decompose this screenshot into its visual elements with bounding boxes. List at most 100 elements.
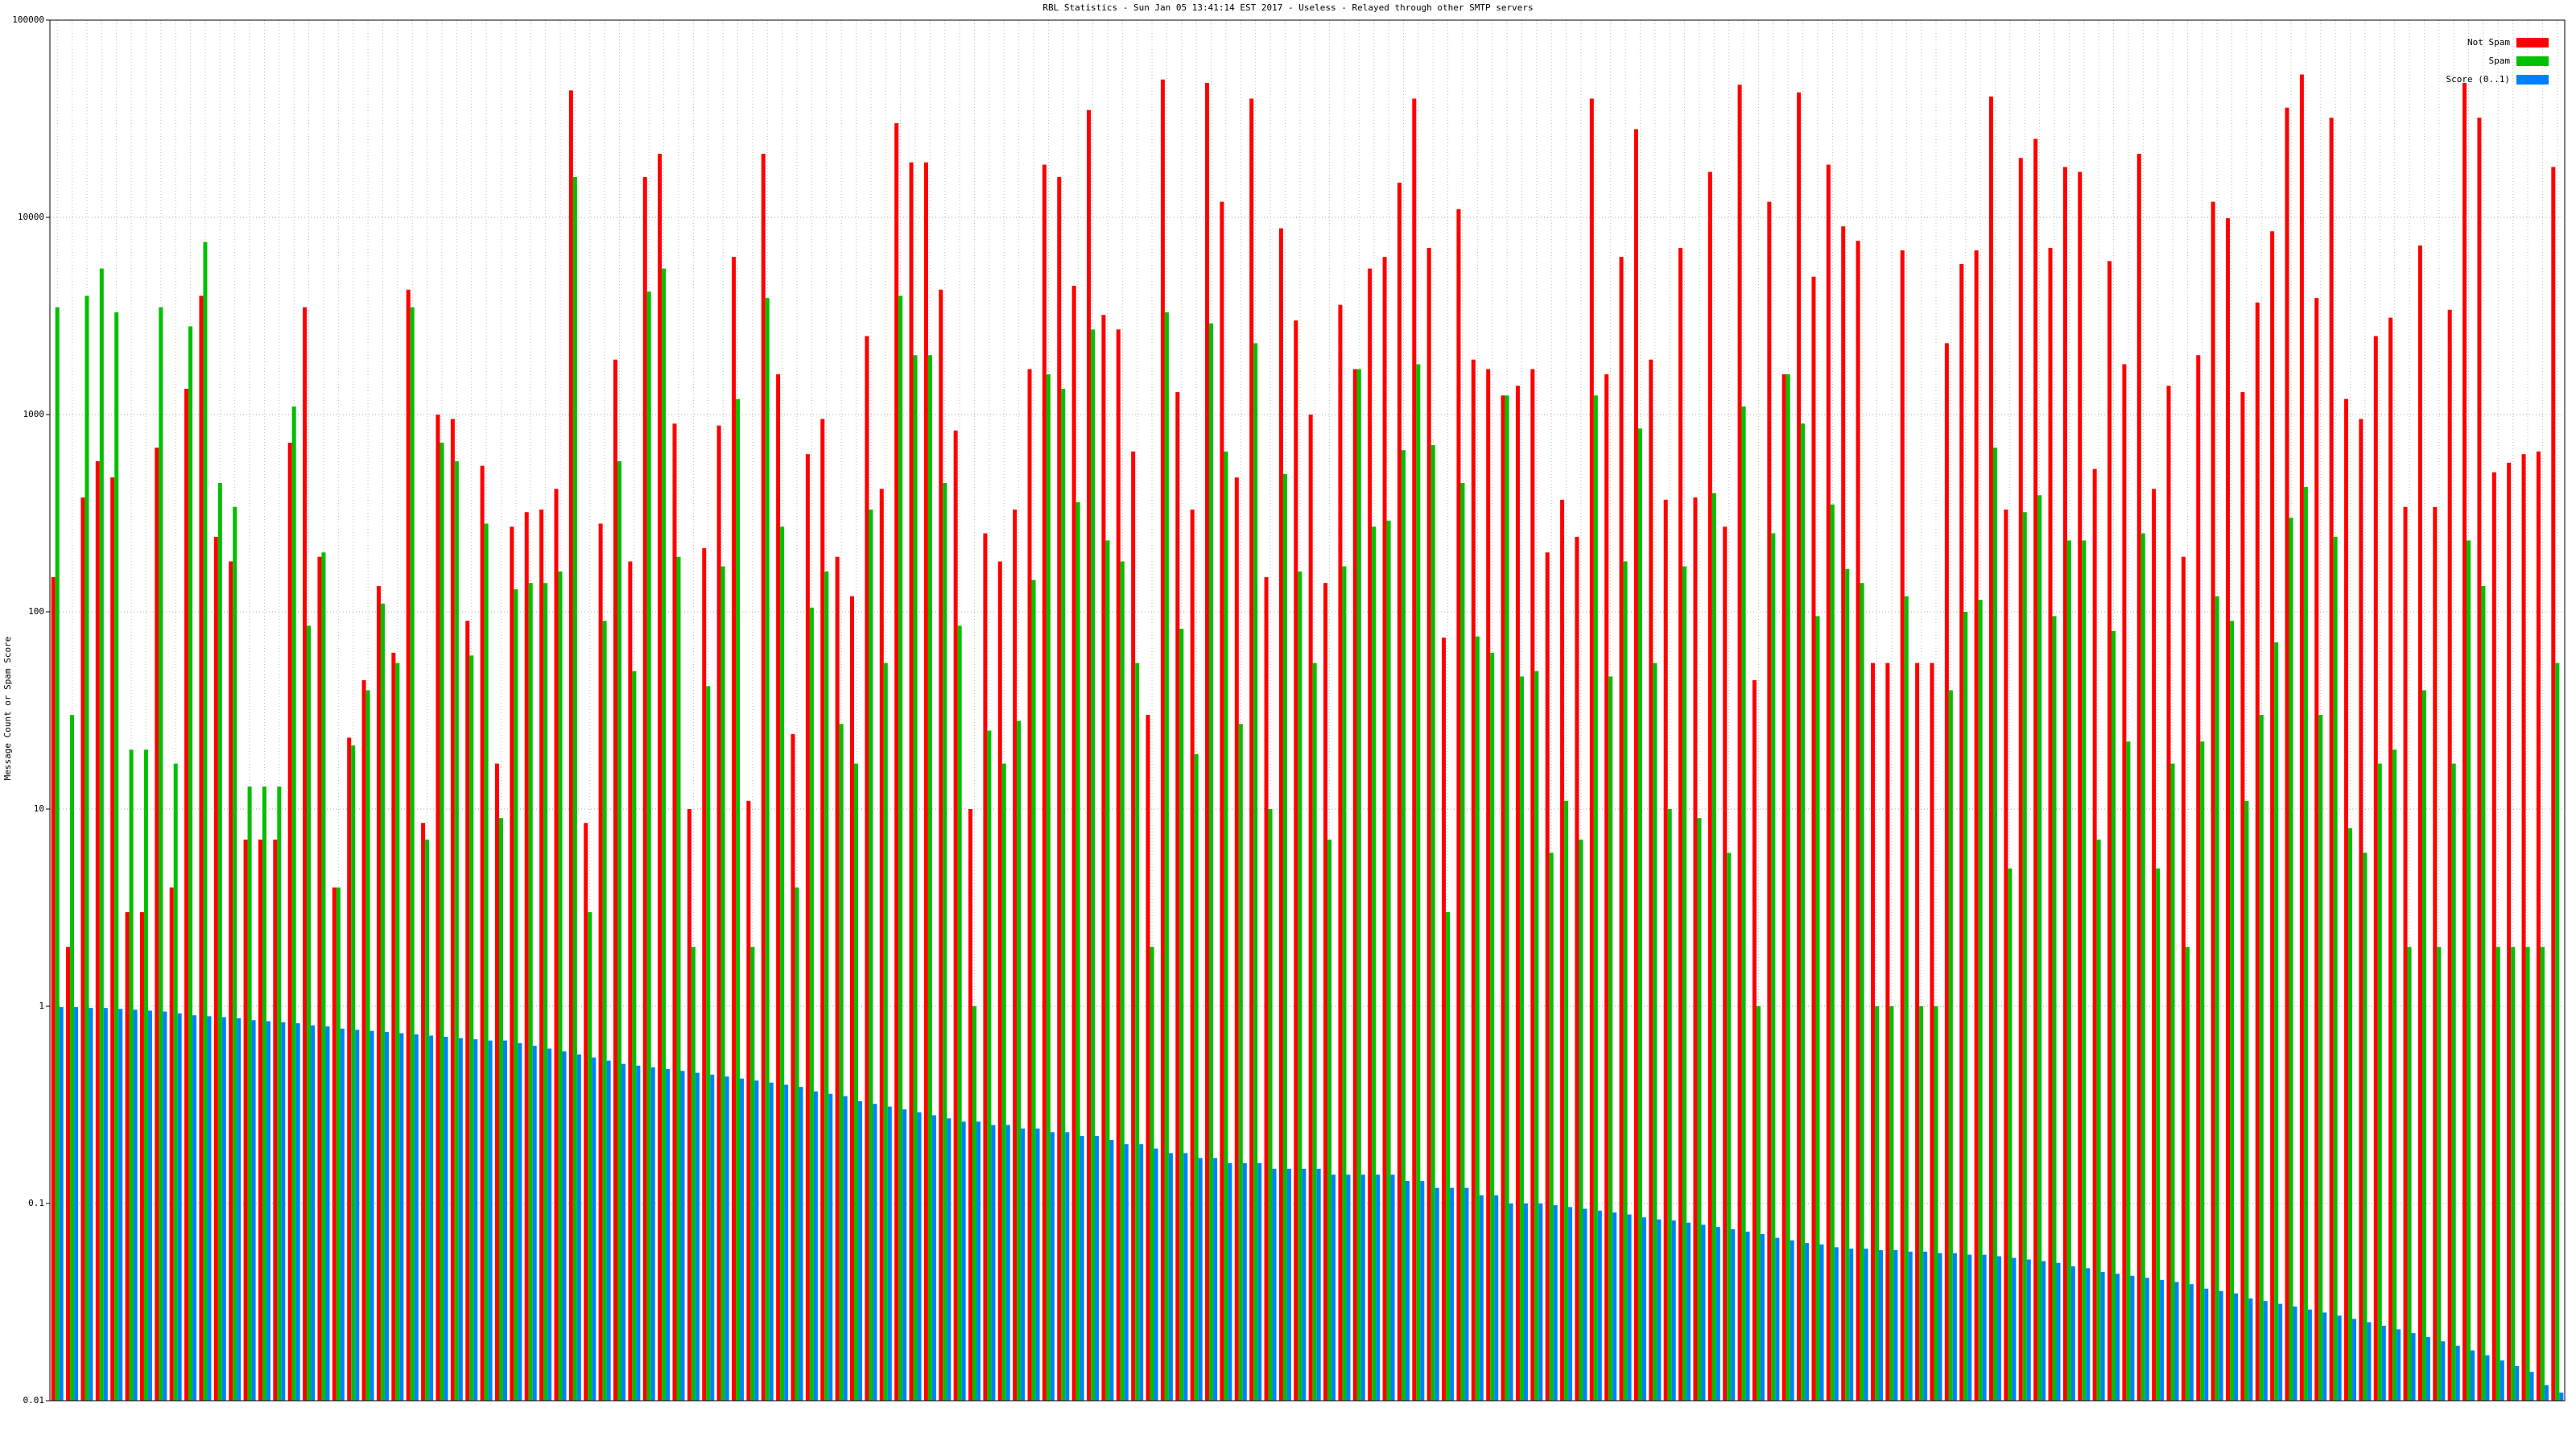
- bar: [613, 359, 617, 1402]
- bar: [1923, 1251, 1928, 1401]
- bar: [391, 652, 396, 1401]
- bar: [414, 1034, 419, 1401]
- bar: [947, 1118, 952, 1401]
- bar: [2211, 201, 2215, 1402]
- bar: [1426, 247, 1431, 1402]
- bar: [336, 887, 341, 1401]
- bar: [2185, 947, 2190, 1401]
- bar: [2411, 1333, 2416, 1401]
- bar: [2289, 518, 2293, 1402]
- legend-swatch: [2516, 75, 2549, 85]
- bar: [1360, 1174, 1365, 1401]
- bar: [1959, 263, 1964, 1401]
- bar: [2425, 1337, 2430, 1401]
- bar: [2481, 586, 2486, 1401]
- bar: [805, 454, 810, 1401]
- bar: [2396, 1329, 2401, 1401]
- bar: [251, 1020, 256, 1401]
- bar: [820, 419, 825, 1401]
- bar: [1405, 1181, 1410, 1401]
- bar: [2056, 1262, 2061, 1401]
- bar: [2130, 1275, 2135, 1401]
- bar: [761, 154, 766, 1401]
- bar: [1486, 369, 1491, 1401]
- bar: [746, 800, 751, 1401]
- bar: [473, 1039, 478, 1401]
- bar: [1475, 636, 1480, 1401]
- bar: [80, 497, 85, 1401]
- bar: [295, 1023, 300, 1401]
- bar: [1494, 1195, 1499, 1401]
- bar: [2126, 741, 2131, 1401]
- bar: [1930, 663, 1934, 1401]
- bar: [1885, 663, 1890, 1401]
- bar: [1815, 616, 1820, 1401]
- bar: [2441, 1341, 2446, 1401]
- bar: [2377, 763, 2382, 1401]
- bar: [1175, 392, 1180, 1402]
- bar: [1874, 1006, 1879, 1401]
- bar: [2263, 1301, 2268, 1401]
- bar: [1952, 1253, 1957, 1401]
- bar: [347, 737, 352, 1401]
- bar: [1352, 369, 1357, 1401]
- bar: [687, 809, 691, 1401]
- bar: [484, 523, 489, 1401]
- bar: [680, 1071, 685, 1401]
- bar: [1302, 1168, 1307, 1401]
- bar: [1900, 250, 1905, 1402]
- bar: [795, 887, 799, 1401]
- bar: [776, 374, 781, 1401]
- bar: [1604, 374, 1609, 1401]
- bar: [2145, 1278, 2149, 1401]
- bar: [2314, 298, 2319, 1401]
- bar: [1312, 663, 1317, 1401]
- bar: [213, 536, 218, 1401]
- bar: [1889, 1006, 1894, 1401]
- bar: [2318, 715, 2323, 1401]
- bar: [488, 1040, 493, 1401]
- bar: [2381, 1325, 2386, 1401]
- bar: [524, 512, 529, 1401]
- bar: [2112, 630, 2116, 1401]
- bar: [1460, 482, 1465, 1402]
- bar: [894, 123, 899, 1402]
- bar: [2551, 167, 2556, 1401]
- bar: [1442, 638, 1447, 1401]
- bar: [410, 307, 415, 1401]
- bar: [1711, 493, 1716, 1401]
- bar: [2048, 247, 2053, 1402]
- bar: [850, 596, 855, 1401]
- bar: [2230, 621, 2235, 1401]
- bar: [828, 1093, 833, 1401]
- bar: [2041, 1261, 2046, 1401]
- chart-title: RBL Statistics - Sun Jan 05 13:41:14 EST…: [1042, 2, 1533, 13]
- bar: [1057, 176, 1062, 1401]
- bar: [1908, 1251, 1913, 1401]
- bar: [572, 176, 577, 1401]
- bar: [188, 326, 193, 1401]
- bar: [1209, 323, 1214, 1401]
- bar: [114, 312, 119, 1401]
- bar: [2529, 1372, 2534, 1401]
- bar: [1538, 1203, 1543, 1401]
- bar: [1967, 1254, 1972, 1401]
- bar: [987, 730, 992, 1401]
- bar: [2012, 1257, 2017, 1401]
- bar: [2170, 763, 2175, 1401]
- bar: [2240, 392, 2245, 1402]
- bar: [1479, 1195, 1484, 1401]
- bar: [221, 1017, 226, 1401]
- bar: [203, 242, 208, 1401]
- bar: [2367, 1322, 2372, 1401]
- bar: [658, 154, 663, 1401]
- bar: [1490, 652, 1495, 1401]
- bar: [2307, 1309, 2312, 1401]
- bar: [1116, 329, 1121, 1401]
- bar: [1878, 1249, 1883, 1401]
- bar: [1308, 415, 1313, 1401]
- bar: [750, 947, 755, 1401]
- bar: [706, 686, 711, 1401]
- bar: [1356, 369, 1361, 1401]
